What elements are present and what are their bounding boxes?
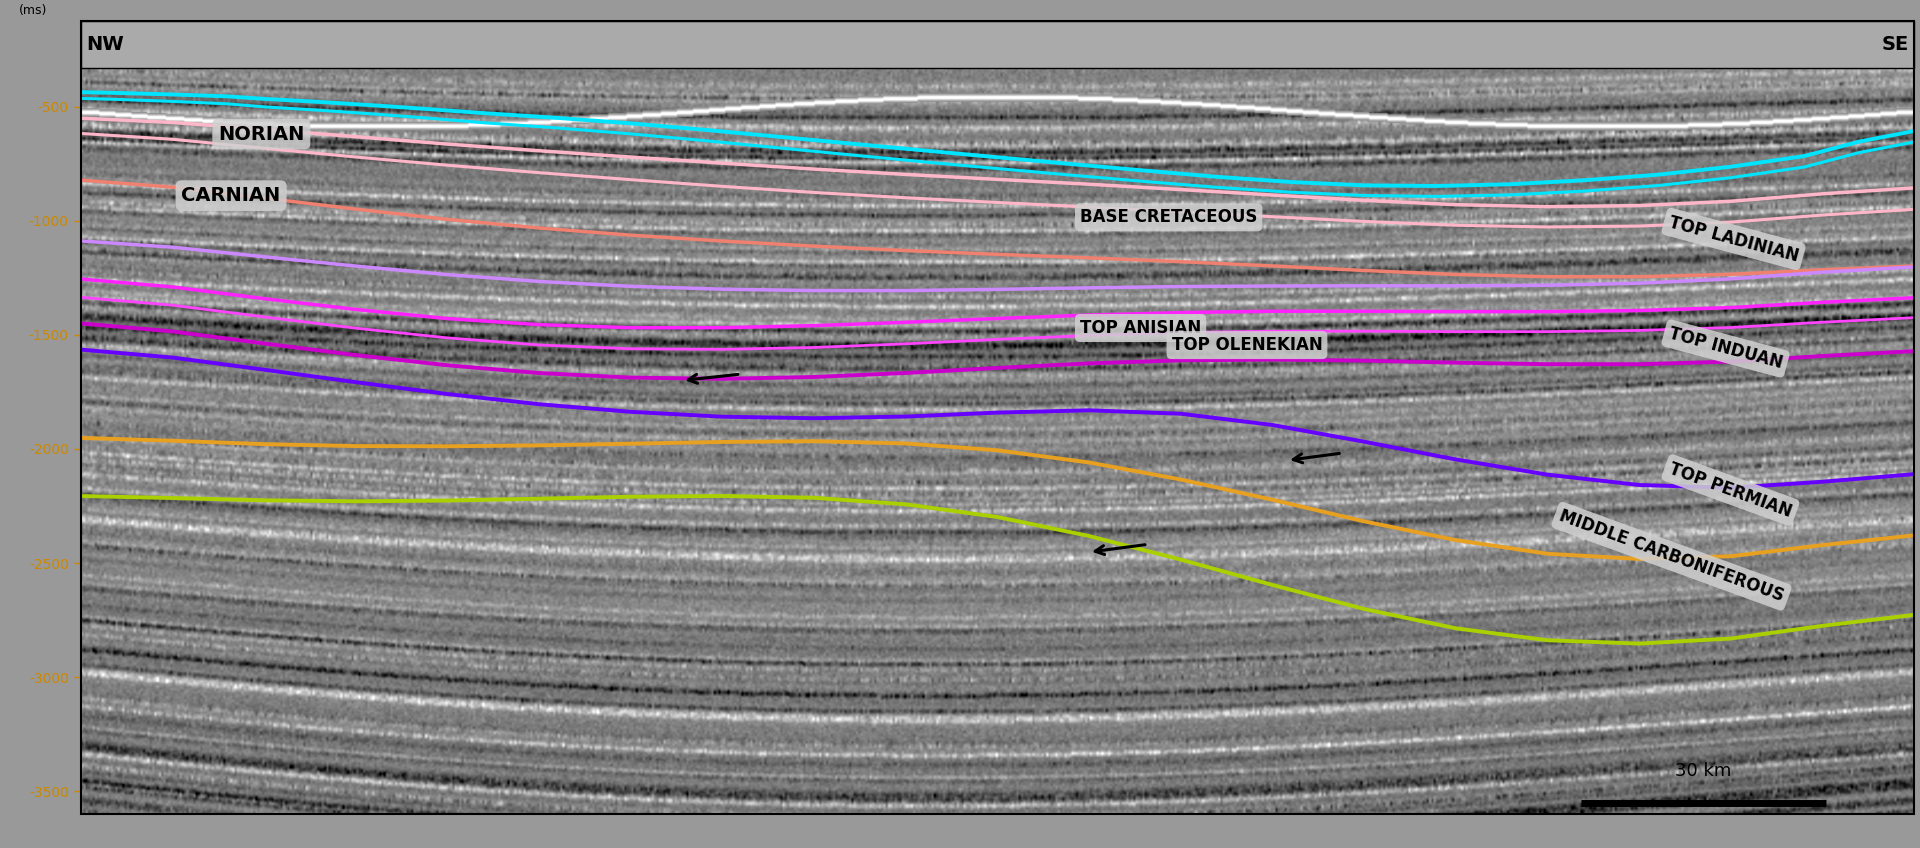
Text: TOP LADINIAN: TOP LADINIAN — [1667, 213, 1801, 265]
Text: SE: SE — [1882, 35, 1908, 54]
Text: BASE CRETACEOUS: BASE CRETACEOUS — [1079, 209, 1258, 226]
Text: MIDDLE CARBONIFEROUS: MIDDLE CARBONIFEROUS — [1557, 507, 1786, 605]
Text: TOP ANISIAN: TOP ANISIAN — [1079, 319, 1202, 337]
Text: NW: NW — [86, 35, 125, 54]
Text: TOP INDUAN: TOP INDUAN — [1667, 325, 1784, 372]
Text: NORIAN: NORIAN — [219, 125, 305, 143]
Text: TOP PERMIAN: TOP PERMIAN — [1667, 460, 1793, 521]
Text: CARNIAN: CARNIAN — [182, 187, 280, 205]
Text: twt
(ms): twt (ms) — [19, 0, 48, 17]
Text: TOP OLENEKIAN: TOP OLENEKIAN — [1171, 336, 1323, 354]
Text: 30 km: 30 km — [1674, 762, 1732, 780]
